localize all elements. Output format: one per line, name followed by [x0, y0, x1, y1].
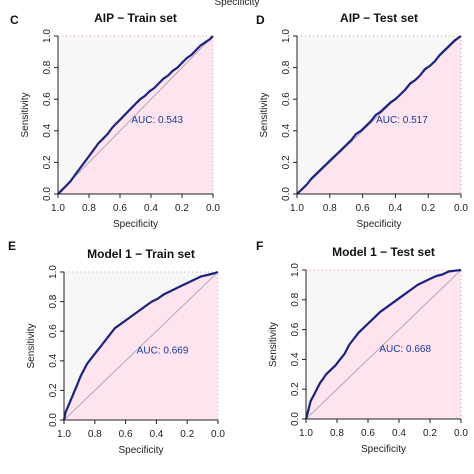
- auc-label-f: AUC: 0.668: [379, 344, 431, 355]
- panel-title-c: AIP − Train set: [94, 11, 177, 25]
- roc-curve-e: [62, 270, 219, 421]
- x-axis-label-f: Specificity: [361, 444, 406, 455]
- auc-label-e: AUC: 0.669: [137, 345, 189, 356]
- x-tick-label-f: 1.0: [299, 428, 313, 439]
- y-tick-label-e: 0.2: [48, 383, 59, 397]
- x-tick-label-d: 0.8: [323, 203, 337, 214]
- y-tick-label-f: 0.4: [290, 352, 301, 366]
- panel-title-f: Model 1 − Test set: [332, 245, 435, 259]
- y-tick-label-d: 0.4: [281, 123, 292, 137]
- x-tick-label-e: 1.0: [57, 429, 71, 440]
- y-tick-label-c: 0.4: [42, 123, 53, 137]
- y-tick-label-e: 1.0: [48, 265, 59, 279]
- y-tick-label-d: 0.6: [281, 92, 292, 106]
- y-tick-label-c: 0.8: [42, 60, 53, 74]
- x-tick-label-d: 0.4: [388, 203, 402, 214]
- x-tick-label-f: 0.0: [454, 428, 468, 439]
- diagonal-line-c: [57, 35, 214, 195]
- y-tick-label-e: 0.4: [48, 353, 59, 367]
- y-tick-label-c: 0.6: [42, 92, 53, 106]
- diagonal-line-e: [63, 271, 219, 421]
- x-tick-label-d: 0.0: [454, 203, 468, 214]
- panel-letter-d: D: [256, 13, 265, 27]
- y-tick-label-c: 0.0: [42, 187, 53, 201]
- y-axis-label-d: Sensitivity: [259, 92, 270, 137]
- roc-curve-f: [304, 268, 462, 420]
- y-tick-label-f: 0.0: [290, 412, 301, 426]
- x-tick-label-c: 0.2: [175, 203, 189, 214]
- x-tick-label-f: 0.4: [392, 428, 406, 439]
- panel-letter-e: E: [8, 239, 16, 253]
- y-tick-label-e: 0.6: [48, 324, 59, 338]
- x-tick-label-d: 1.0: [290, 203, 304, 214]
- x-tick-label-e: 0.6: [119, 429, 133, 440]
- x-tick-label-d: 0.6: [356, 203, 370, 214]
- panel-title-d: AIP − Test set: [340, 11, 418, 25]
- panel-letter-c: C: [10, 13, 19, 27]
- y-tick-label-f: 1.0: [290, 263, 301, 277]
- y-axis-label-c: Sensitivity: [20, 92, 31, 137]
- y-axis-label-e: Sensitivity: [26, 323, 37, 368]
- panel-letter-f: F: [256, 239, 263, 253]
- y-tick-label-d: 0.0: [281, 187, 292, 201]
- x-tick-label-e: 0.2: [180, 429, 194, 440]
- y-tick-label-e: 0.8: [48, 294, 59, 308]
- x-axis-label-c: Specificity: [113, 219, 158, 230]
- diagonal-line-f: [305, 269, 462, 420]
- x-tick-label-d: 0.2: [421, 203, 435, 214]
- x-tick-label-e: 0.8: [88, 429, 102, 440]
- y-tick-label-c: 1.0: [42, 29, 53, 43]
- x-tick-label-c: 0.8: [82, 203, 96, 214]
- x-axis-label-e: Specificity: [118, 445, 163, 456]
- y-axis-label-f: Sensitivity: [268, 322, 279, 367]
- y-tick-label-d: 0.8: [281, 60, 292, 74]
- y-tick-label-d: 0.2: [281, 155, 292, 169]
- y-tick-label-c: 0.2: [42, 155, 53, 169]
- x-tick-label-c: 0.0: [206, 203, 220, 214]
- plot-border-e: [63, 271, 219, 421]
- top-fragment-label: Specificity: [214, 0, 260, 8]
- auc-label-c: AUC: 0.543: [131, 115, 183, 126]
- x-tick-label-c: 0.4: [144, 203, 158, 214]
- x-axis-label-d: Specificity: [356, 219, 401, 230]
- panel-title-e: Model 1 − Train set: [87, 247, 195, 261]
- y-tick-label-f: 0.2: [290, 382, 301, 396]
- x-tick-label-c: 1.0: [51, 203, 65, 214]
- y-tick-label-f: 0.6: [290, 322, 301, 336]
- x-tick-label-e: 0.4: [149, 429, 163, 440]
- y-tick-label-f: 0.8: [290, 292, 301, 306]
- y-tick-label-e: 0.0: [48, 413, 59, 427]
- y-tick-label-d: 1.0: [281, 29, 292, 43]
- x-tick-label-c: 0.6: [113, 203, 127, 214]
- auc-label-d: AUC: 0.517: [376, 115, 428, 126]
- roc-curve-c: [57, 35, 214, 195]
- x-tick-label-f: 0.8: [330, 428, 344, 439]
- x-tick-label-e: 0.0: [211, 429, 225, 440]
- x-tick-label-f: 0.6: [361, 428, 375, 439]
- roc-curve-d: [296, 35, 462, 195]
- x-tick-label-f: 0.2: [423, 428, 437, 439]
